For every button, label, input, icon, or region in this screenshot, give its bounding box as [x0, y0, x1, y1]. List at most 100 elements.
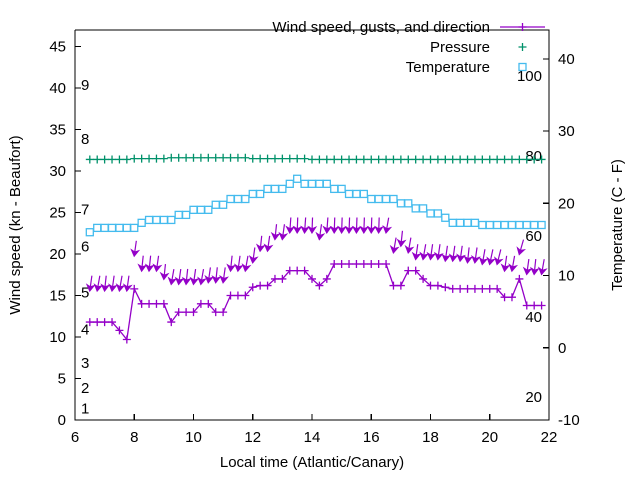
pressure-point — [470, 155, 479, 164]
pressure-point — [122, 155, 131, 164]
wind-speed-point — [300, 266, 309, 275]
wind-direction-arrow — [233, 255, 244, 273]
wind-speed-point — [352, 260, 361, 268]
wind-speed-point — [456, 284, 465, 293]
temperature-point — [181, 210, 191, 220]
temperature-point — [248, 189, 257, 199]
pressure-point — [522, 155, 531, 164]
pressure-point — [352, 155, 361, 164]
wind-speed-point — [322, 274, 331, 283]
pressure-point — [285, 154, 294, 163]
pressure-point — [389, 155, 398, 164]
pressure-point — [137, 154, 146, 163]
temperature-point — [396, 199, 406, 208]
pressure-point — [211, 153, 220, 162]
wind-speed-point — [337, 260, 346, 268]
temperature-point — [470, 218, 480, 227]
pressure-point — [174, 153, 183, 162]
wind-speed-point — [293, 266, 302, 275]
temperature-point — [322, 179, 331, 188]
y-tick-label: 20 — [49, 246, 66, 263]
temperature-point — [426, 209, 435, 218]
wind-direction-arrow — [411, 244, 422, 261]
y-tick-label: 15 — [49, 288, 66, 305]
wind-speed-point — [263, 281, 272, 290]
wind-speed-point — [463, 284, 472, 293]
wind-direction-arrow — [167, 269, 178, 286]
wind-direction-arrow — [366, 217, 377, 235]
wind-direction-arrow — [285, 217, 296, 235]
temperature-point — [226, 194, 235, 204]
x-tick-label: 20 — [481, 429, 498, 446]
wind-direction-arrow — [137, 255, 148, 273]
wind-direction-arrow — [300, 217, 311, 235]
legend-sample-marker — [518, 43, 527, 51]
wind-direction-arrow — [174, 268, 185, 286]
temperature-point — [352, 189, 361, 199]
x-axis-title: Local time (Atlantic/Canary) — [220, 454, 404, 471]
x-tick-label: 12 — [244, 429, 261, 446]
temperature-point — [174, 210, 183, 220]
wind-speed-point — [100, 318, 109, 327]
legend-sample-marker — [518, 62, 527, 72]
pressure-point — [108, 155, 117, 164]
wind-speed-point — [478, 284, 487, 293]
wind-speed-point — [196, 299, 205, 308]
wind-direction-arrow — [85, 275, 96, 293]
temperature-point — [100, 223, 109, 233]
pressure-point — [248, 154, 257, 163]
temperature-point — [93, 223, 102, 233]
wind-direction-arrow — [456, 245, 466, 263]
beaufort-scale-label: 4 — [81, 322, 89, 339]
wind-speed-point — [270, 274, 279, 283]
temperature-point — [537, 220, 546, 230]
beaufort-scale-label: 7 — [81, 201, 89, 218]
fahrenheit-scale-label: 40 — [525, 309, 542, 326]
pressure-point — [167, 153, 176, 162]
wind-direction-arrow — [211, 267, 222, 284]
wind-speed-point — [441, 283, 450, 292]
pressure-point — [463, 155, 472, 164]
pressure-point — [270, 154, 279, 163]
y-tick-label: 45 — [49, 39, 66, 56]
temperature-point — [107, 223, 117, 233]
pressure-point — [315, 155, 324, 164]
temperature-point — [218, 200, 228, 209]
pressure-point — [241, 153, 250, 162]
temperature-point — [344, 189, 354, 199]
pressure-point — [278, 154, 287, 163]
wind-direction-arrow — [419, 244, 430, 261]
wind-direction-arrow — [373, 217, 384, 235]
temperature-point — [418, 204, 428, 213]
wind-speed-point — [285, 266, 294, 275]
y2-tick-label: -10 — [558, 412, 580, 429]
wind-direction-arrow — [359, 217, 370, 235]
pressure-point — [359, 155, 368, 164]
wind-speed-point — [233, 291, 242, 300]
wind-direction-arrow — [241, 255, 252, 273]
wind-speed-point — [278, 274, 287, 283]
wind-speed-point — [345, 260, 354, 268]
wind-speed-point — [396, 281, 405, 290]
wind-direction-arrow — [255, 235, 266, 253]
temperature-point — [293, 174, 302, 183]
wind-speed-point — [507, 293, 516, 302]
y2-tick-label: 40 — [558, 51, 575, 68]
wind-direction-arrow — [100, 275, 111, 293]
wind-speed-point — [530, 301, 539, 310]
wind-direction-arrow — [396, 230, 407, 248]
wind-speed-point — [211, 308, 220, 317]
pressure-point — [330, 155, 339, 164]
wind-direction-arrow — [389, 237, 400, 254]
x-tick-label: 18 — [422, 429, 439, 446]
pressure-point — [448, 155, 457, 164]
pressure-point — [493, 155, 502, 164]
pressure-point — [396, 155, 405, 164]
pressure-point — [530, 155, 539, 164]
temperature-point — [122, 223, 131, 233]
wind-direction-arrow — [204, 267, 215, 284]
wind-speed-point — [411, 266, 420, 275]
temperature-point — [278, 184, 287, 194]
